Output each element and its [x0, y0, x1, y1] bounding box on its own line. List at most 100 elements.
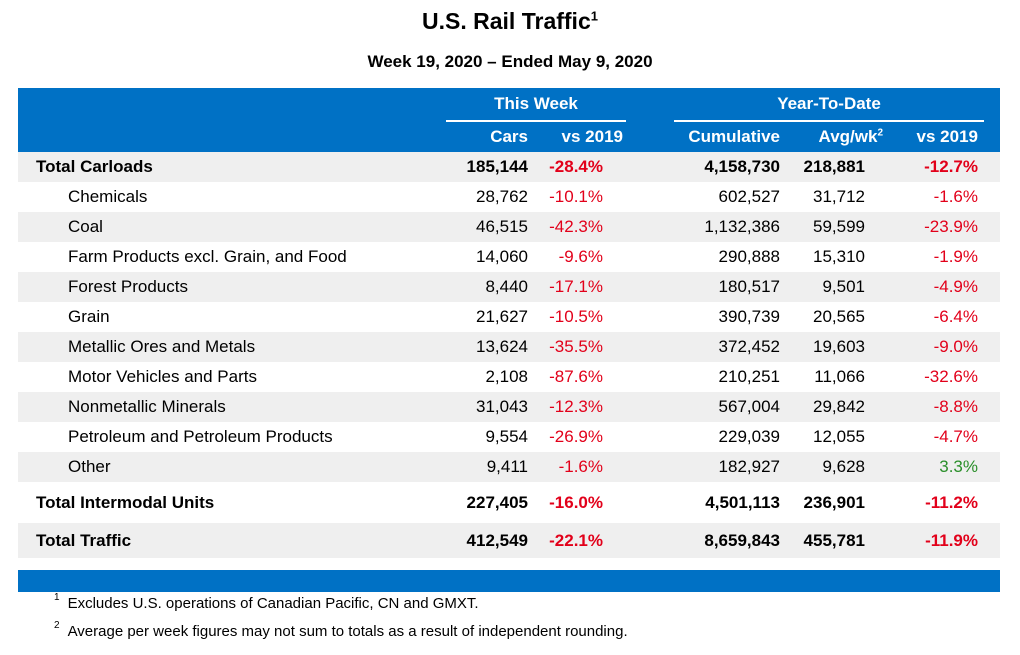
avg-wk-cell: 9,628 — [780, 452, 883, 484]
table-row: Forest Products 8,440 -17.1% 180,517 9,501 -4… — [18, 272, 1000, 302]
row-label: Motor Vehicles and Parts — [18, 362, 438, 392]
vs-2019-ytd-cell: -32.6% — [883, 362, 1000, 392]
cars-cell: 14,060 — [438, 242, 528, 272]
table-row: Coal 46,515 -42.3% 1,132,386 59,599 -23.9% — [18, 212, 1000, 242]
table-row: Metallic Ores and Metals 13,624 -35.5% 372,… — [18, 332, 1000, 362]
cars-cell: 227,405 — [438, 482, 528, 522]
cumulative-cell: 8,659,843 — [623, 520, 780, 558]
row-label: Nonmetallic Minerals — [18, 392, 438, 422]
vs-2019-week-cell: -17.1% — [528, 272, 623, 302]
table-row: Chemicals 28,762 -10.1% 602,527 31,712 -1.6% — [18, 182, 1000, 212]
cumulative-cell: 390,739 — [623, 302, 780, 332]
footnote-mark: 1 — [54, 592, 60, 603]
vs-2019-ytd-cell: -1.6% — [883, 182, 1000, 212]
footnote-1: 1 Excludes U.S. operations of Canadian Pa… — [54, 592, 479, 612]
this-week-group-header: This Week — [446, 94, 626, 122]
data-table: Total Carloads 185,144 -28.4% 4,158,730 218,… — [18, 152, 1000, 558]
col-header-vs2019-ytd: vs 2019 — [916, 127, 978, 146]
row-label: Total Carloads — [18, 152, 438, 182]
avg-wk-cell: 59,599 — [780, 212, 883, 242]
avg-wk-cell: 31,712 — [780, 182, 883, 212]
table-row: Farm Products excl. Grain, and Food 14,06… — [18, 242, 1000, 272]
row-label: Forest Products — [18, 272, 438, 302]
vs-2019-ytd-cell: -11.9% — [883, 520, 1000, 558]
vs-2019-week-cell: -1.6% — [528, 452, 623, 484]
vs-2019-week-cell: -26.9% — [528, 422, 623, 452]
cars-cell: 2,108 — [438, 362, 528, 392]
col-header-cumulative: Cumulative — [688, 127, 780, 146]
avg-wk-cell: 9,501 — [780, 272, 883, 302]
vs-2019-week-cell: -28.4% — [528, 152, 623, 182]
vs-2019-ytd-cell: -23.9% — [883, 212, 1000, 242]
footnote-mark: 2 — [54, 620, 60, 631]
cumulative-cell: 290,888 — [623, 242, 780, 272]
cumulative-cell: 567,004 — [623, 392, 780, 422]
vs-2019-ytd-cell: 3.3% — [883, 452, 1000, 484]
vs-2019-week-cell: -10.5% — [528, 302, 623, 332]
table-row: Grain 21,627 -10.5% 390,739 20,565 -6.4% — [18, 302, 1000, 332]
vs-2019-week-cell: -35.5% — [528, 332, 623, 362]
title-text: U.S. Rail Traffic — [422, 8, 591, 34]
cumulative-cell: 229,039 — [623, 422, 780, 452]
row-label: Farm Products excl. Grain, and Food — [18, 242, 438, 272]
ytd-group-header: Year-To-Date — [674, 94, 984, 122]
this-week-underline — [446, 120, 626, 122]
cumulative-cell: 210,251 — [623, 362, 780, 392]
total-row: Total Carloads 185,144 -28.4% 4,158,730 218,… — [18, 152, 1000, 182]
cars-cell: 185,144 — [438, 152, 528, 182]
vs-2019-ytd-cell: -11.2% — [883, 482, 1000, 522]
avg-wk-cell: 29,842 — [780, 392, 883, 422]
vs-2019-ytd-cell: -12.7% — [883, 152, 1000, 182]
table-row: Motor Vehicles and Parts 2,108 -87.6% 210,2… — [18, 362, 1000, 392]
footnote-text: Average per week figures may not sum to … — [67, 623, 628, 640]
col-header-avgwk: Avg/wk2 — [819, 127, 883, 147]
cars-cell: 21,627 — [438, 302, 528, 332]
cars-cell: 31,043 — [438, 392, 528, 422]
col-header-cars: Cars — [490, 127, 528, 146]
row-label: Total Traffic — [18, 520, 438, 558]
avg-wk-cell: 12,055 — [780, 422, 883, 452]
vs-2019-ytd-cell: -4.9% — [883, 272, 1000, 302]
avg-wk-cell: 20,565 — [780, 302, 883, 332]
avg-wk-cell: 455,781 — [780, 520, 883, 558]
table-body: Total Carloads 185,144 -28.4% 4,158,730 218,… — [18, 152, 1000, 558]
page-subtitle: Week 19, 2020 – Ended May 9, 2020 — [367, 52, 653, 71]
footnote-text: Excludes U.S. operations of Canadian Pac… — [67, 595, 479, 612]
table-header: This Week Year-To-Date Cars vs 2019 Cumu… — [18, 88, 1000, 152]
col-header-vs2019-week: vs 2019 — [561, 127, 623, 146]
total-row: Total Traffic 412,549 -22.1% 8,659,843 455,7… — [18, 520, 1000, 558]
cars-cell: 28,762 — [438, 182, 528, 212]
vs-2019-ytd-cell: -6.4% — [883, 302, 1000, 332]
total-row: Total Intermodal Units 227,405 -16.0% 4,501… — [18, 482, 1000, 522]
vs-2019-ytd-cell: -4.7% — [883, 422, 1000, 452]
row-label: Metallic Ores and Metals — [18, 332, 438, 362]
title-footnote-mark: 1 — [590, 8, 598, 24]
cumulative-cell: 180,517 — [623, 272, 780, 302]
row-label: Petroleum and Petroleum Products — [18, 422, 438, 452]
row-label: Total Intermodal Units — [18, 482, 438, 522]
avg-wk-cell: 19,603 — [780, 332, 883, 362]
vs-2019-ytd-cell: -9.0% — [883, 332, 1000, 362]
cumulative-cell: 4,158,730 — [623, 152, 780, 182]
this-week-label: This Week — [494, 94, 578, 113]
avg-wk-cell: 236,901 — [780, 482, 883, 522]
avgwk-footnote-mark: 2 — [877, 127, 883, 139]
vs-2019-week-cell: -87.6% — [528, 362, 623, 392]
cars-cell: 9,411 — [438, 452, 528, 484]
avg-wk-cell: 11,066 — [780, 362, 883, 392]
footnote-2: 2 Average per week figures may not sum to… — [54, 620, 628, 640]
cumulative-cell: 4,501,113 — [623, 482, 780, 522]
vs-2019-week-cell: -12.3% — [528, 392, 623, 422]
cumulative-cell: 372,452 — [623, 332, 780, 362]
cars-cell: 412,549 — [438, 520, 528, 558]
row-label: Grain — [18, 302, 438, 332]
cars-cell: 8,440 — [438, 272, 528, 302]
vs-2019-ytd-cell: -1.9% — [883, 242, 1000, 272]
row-label: Chemicals — [18, 182, 438, 212]
avgwk-label: Avg/wk — [818, 127, 878, 146]
table-row: Petroleum and Petroleum Products 9,554 -26… — [18, 422, 1000, 452]
page-title: U.S. Rail Traffic1 — [0, 8, 1020, 35]
table-footer-bar — [18, 570, 1000, 592]
cumulative-cell: 602,527 — [623, 182, 780, 212]
cumulative-cell: 182,927 — [623, 452, 780, 484]
